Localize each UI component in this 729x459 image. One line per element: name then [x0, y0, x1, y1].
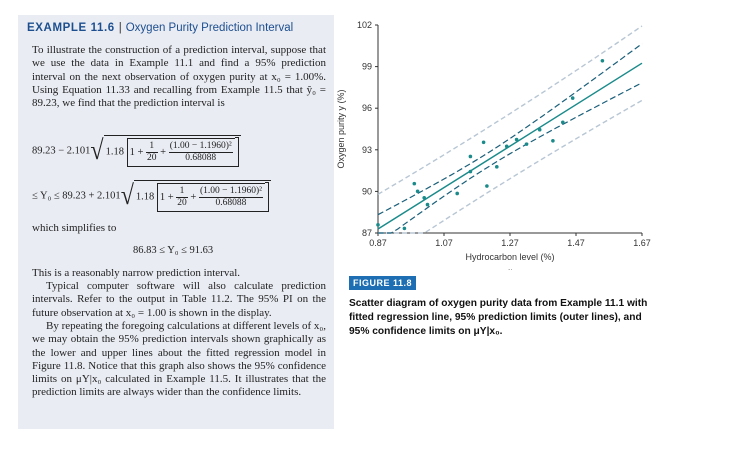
data-point	[481, 140, 486, 145]
data-point	[570, 96, 575, 100]
simplifies-text: which simplifies to	[32, 222, 117, 234]
example-heading: EXAMPLE 11.6 | Oxygen Purity Prediction In…	[27, 22, 293, 34]
data-point	[485, 184, 489, 188]
textbook-page	[18, 15, 334, 429]
paragraph-1: This is a reasonably narrow prediction i…	[32, 267, 241, 279]
data-point	[468, 154, 473, 159]
data-point	[537, 127, 542, 132]
example-label: EXAMPLE 11.6	[27, 22, 115, 34]
scatter-chart: 87 90 93 96 99 102 0.87 1.07 1.27 1.47 1.67 Hydroca…	[336, 20, 651, 270]
eq2-one-plus: 1 +	[159, 191, 174, 203]
eq2-bracket: 1 + 1 20 + (1.00 − 1.1960)² 0.68088	[156, 182, 265, 212]
paragraph-3: By repeating the foregoing calculations …	[32, 320, 326, 399]
prediction-limit-lower	[378, 99, 643, 234]
eq1-frac2: (1.00 − 1.1960)² 0.68088	[168, 140, 233, 163]
data-point	[402, 226, 407, 231]
confidence-limit-upper	[377, 43, 643, 216]
figure-label: FIGURE 11.8	[349, 276, 417, 290]
data-point	[514, 137, 519, 142]
data-point	[412, 181, 417, 186]
y-axis-label: Oxygen purity y (%)	[336, 89, 346, 168]
eq1-one-plus: 1 +	[129, 146, 144, 158]
data-point	[600, 58, 605, 63]
result-inequality: 86.83 ≤ Y₀ ≤ 91.63	[133, 245, 214, 256]
confidence-limit-lower	[378, 82, 643, 234]
data-point	[376, 223, 380, 227]
x-tick-label: 1.07	[435, 238, 453, 248]
eq1-sqrt-lead: 1.18	[105, 146, 124, 158]
x-tick-label: 1.67	[633, 238, 651, 248]
eq2-frac2: (1.00 − 1.1960)² 0.68088	[198, 185, 263, 208]
data-point	[415, 189, 420, 194]
y-tick-label: 102	[357, 20, 372, 30]
example-separator: |	[118, 22, 122, 34]
data-point	[425, 202, 430, 207]
figure-caption: Scatter diagram of oxygen purity data fr…	[349, 298, 648, 337]
sqrt-symbol-2: √	[120, 180, 134, 211]
data-point	[422, 195, 426, 200]
eq2-sqrt-lead: 1.18	[135, 191, 155, 203]
data-point	[455, 191, 459, 196]
eq1-lead: 89.23 − 2.101	[32, 145, 91, 157]
eq2-frac1: 1 20	[176, 185, 188, 208]
eq2-radicand: 1.18 1 + 1 20 + (1.00 − 1.1960)² 0.68088	[133, 180, 271, 212]
data-point	[468, 169, 473, 174]
sqrt-symbol: √	[90, 135, 104, 166]
y-tick-label: 87	[362, 228, 372, 238]
x-tick-label: 0.87	[369, 238, 387, 248]
x-tick-label: 1.47	[567, 238, 585, 248]
y-tick-label: 93	[362, 145, 372, 155]
intro-paragraph: To illustrate the construction of a pred…	[32, 44, 326, 110]
data-point	[495, 165, 499, 169]
equation-line-1: 89.23 − 2.101√ 1.18 1 + 1 20 + (1.00 − 1.1…	[32, 135, 241, 167]
x-variable: x	[507, 266, 512, 270]
eq1-radicand: 1.18 1 + 1 20 + (1.00 − 1.1960)² 0.68088	[103, 135, 241, 167]
data-point	[551, 138, 555, 143]
example-title: Oxygen Purity Prediction Interval	[125, 22, 294, 34]
paragraph-2: Typical computer software will also calc…	[32, 280, 326, 319]
x-axis-label: Hydrocarbon level (%)	[465, 252, 554, 262]
eq1-bracket: 1 + 1 20 + (1.00 − 1.1960)² 0.68088	[126, 137, 235, 167]
data-point	[504, 144, 509, 149]
prediction-limit-upper	[377, 25, 643, 195]
equation-line-2: ≤ Y₀ ≤ 89.23 + 2.101√ 1.18 1 + 1 20 + (1.0…	[32, 180, 271, 212]
x-tick-label: 1.27	[501, 238, 519, 248]
y-tick-label: 99	[362, 62, 372, 72]
eq1-frac1: 1 20	[146, 140, 158, 163]
y-tick-label: 90	[362, 186, 372, 196]
eq2-plus: +	[190, 191, 197, 203]
fitted-regression-line	[377, 62, 643, 230]
eq2-lead: ≤ Y₀ ≤ 89.23 + 2.101	[32, 190, 121, 202]
eq1-plus: +	[160, 146, 167, 158]
data-point	[561, 120, 565, 125]
data-point	[524, 142, 529, 146]
y-tick-label: 96	[362, 103, 372, 113]
